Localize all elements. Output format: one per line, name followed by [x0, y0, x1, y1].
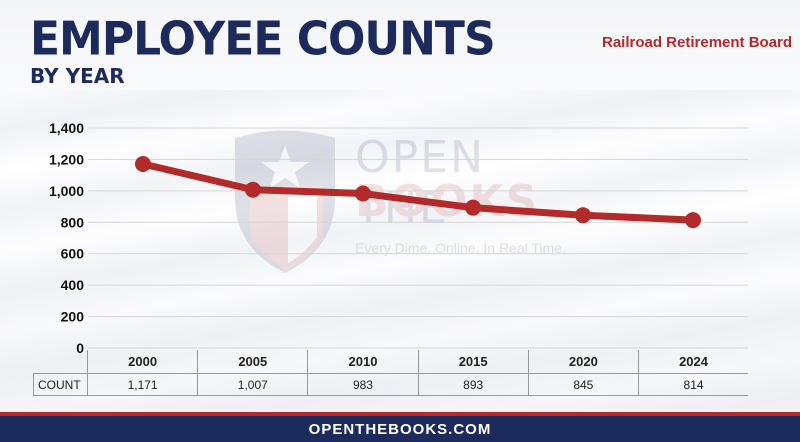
- table-corner-cell: [33, 350, 87, 373]
- table-count-cell: 1,171: [87, 374, 197, 395]
- data-point: [575, 207, 591, 224]
- y-tick-label: 800: [61, 214, 85, 230]
- y-tick-label: 0: [76, 340, 84, 356]
- data-table: 2000 2005 2010 2015 2020 2024 COUNT 1,171 1,00…: [33, 350, 748, 396]
- y-tick-label: 600: [61, 246, 85, 262]
- table-year-header: 2000: [87, 350, 197, 373]
- shield-icon: [235, 130, 335, 273]
- table-count-cell: 845: [527, 374, 638, 395]
- table-count-cell: 814: [637, 374, 748, 395]
- table-row: COUNT 1,171 1,007 983 893 845 814: [33, 374, 748, 396]
- table-year-header: 2015: [417, 350, 528, 373]
- chart-subtitle: BY YEAR: [30, 64, 125, 88]
- data-point: [355, 185, 371, 202]
- footer-bar: OPENTHEBOOKS.COM: [0, 412, 800, 442]
- series-line: [139, 160, 697, 224]
- y-tick-label: 1,200: [49, 151, 84, 167]
- y-tick-label: 400: [61, 277, 85, 293]
- line-chart: 0 200 400 600 800 1,000 1,200 1,400: [49, 120, 748, 356]
- footer-url[interactable]: OPENTHEBOOKS.COM: [308, 420, 492, 438]
- y-tick-label: 1,000: [49, 183, 84, 199]
- table-row-label: COUNT: [33, 374, 87, 395]
- table-count-cell: 983: [307, 374, 417, 395]
- data-point: [465, 199, 481, 216]
- data-point: [245, 181, 261, 198]
- chart-title: EMPLOYEE COUNTS: [30, 12, 496, 67]
- y-tick-label: 200: [61, 309, 85, 325]
- watermark-tagline: Every Dime. Online. In Real Time.: [355, 240, 566, 256]
- table-count-cell: 893: [417, 374, 528, 395]
- table-year-header: 2010: [307, 350, 417, 373]
- table-year-header: 2024: [637, 350, 748, 373]
- y-tick-label: 1,400: [49, 120, 84, 136]
- table-count-cell: 1,007: [197, 374, 307, 395]
- table-year-header: 2020: [527, 350, 638, 373]
- agency-name: Railroad Retirement Board: [602, 34, 793, 51]
- table-header-row: 2000 2005 2010 2015 2020 2024: [33, 350, 748, 374]
- data-point: [685, 212, 701, 229]
- table-year-header: 2005: [197, 350, 307, 373]
- data-point: [135, 155, 151, 172]
